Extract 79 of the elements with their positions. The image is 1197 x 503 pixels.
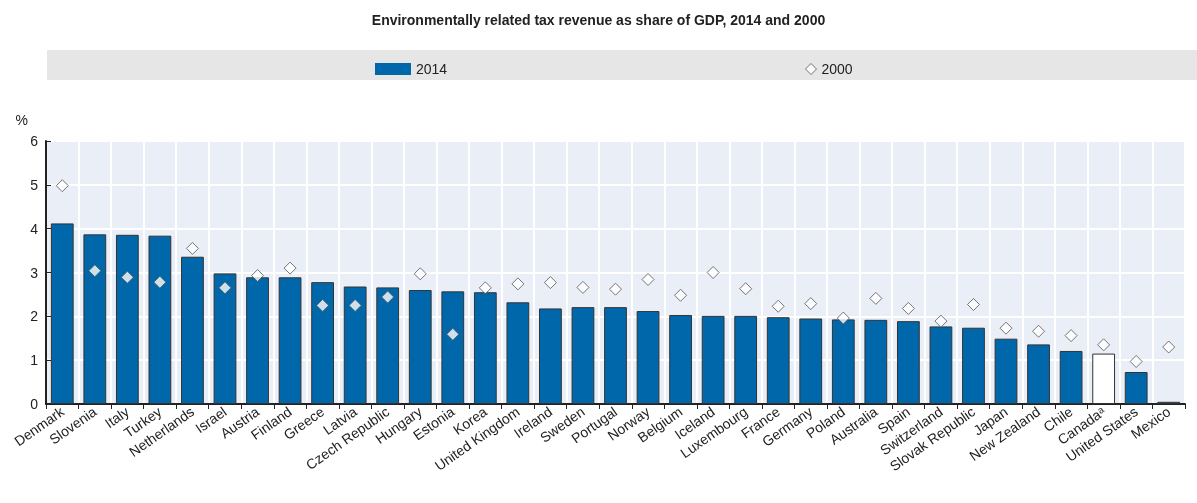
point — [1032, 324, 1046, 338]
bar — [539, 308, 562, 404]
point — [934, 314, 948, 328]
point — [1129, 354, 1143, 368]
point — [706, 266, 720, 279]
point — [153, 275, 167, 289]
bar — [213, 273, 237, 404]
bar — [506, 302, 530, 404]
bar — [408, 290, 432, 404]
y-tick-label: 4 — [30, 220, 39, 237]
point — [739, 282, 753, 296]
point — [120, 270, 134, 284]
bar — [1059, 350, 1083, 404]
legend-label: 2000 — [821, 61, 853, 77]
bar — [994, 338, 1018, 404]
bar — [441, 291, 465, 404]
point — [1162, 340, 1176, 354]
point — [804, 297, 818, 311]
point — [576, 280, 590, 294]
point — [543, 276, 557, 290]
bar — [181, 256, 204, 404]
bar — [929, 326, 953, 404]
bar — [897, 321, 920, 404]
legend-label: 2014 — [416, 61, 448, 77]
y-tick-label: 6 — [30, 133, 39, 149]
y-tick-label: 5 — [30, 176, 39, 193]
y-tick-label: 3 — [30, 264, 39, 281]
bar — [962, 327, 985, 404]
point — [674, 288, 688, 302]
bar — [766, 317, 790, 404]
point — [283, 261, 297, 275]
point — [511, 277, 525, 291]
bar — [246, 277, 269, 404]
point — [771, 299, 785, 313]
chart-title: Environmentally related tax revenue as share of GDP, 2014 and 2000 — [371, 12, 826, 28]
point — [88, 264, 102, 278]
point — [836, 311, 850, 325]
point — [381, 290, 395, 304]
y-tick-label: 0 — [30, 396, 39, 412]
bar — [831, 319, 855, 404]
bar — [701, 315, 725, 404]
y-axis-title: % — [15, 112, 28, 128]
point — [999, 321, 1013, 335]
point — [966, 298, 980, 311]
point — [609, 282, 622, 296]
bar — [669, 315, 692, 404]
bar — [1027, 344, 1050, 404]
point — [1097, 338, 1111, 352]
point — [1064, 329, 1078, 343]
point — [316, 298, 330, 312]
bar — [311, 282, 334, 404]
point — [446, 327, 460, 341]
bar — [604, 307, 627, 404]
point — [641, 273, 655, 287]
bar — [473, 292, 497, 404]
bar — [115, 234, 139, 404]
bar — [636, 311, 660, 404]
bar — [1124, 372, 1148, 404]
point — [901, 301, 915, 315]
bar — [278, 277, 302, 404]
y-tick-label: 2 — [30, 308, 39, 325]
bar — [148, 235, 172, 404]
point — [478, 281, 492, 295]
bar — [734, 315, 758, 404]
bar — [571, 307, 595, 404]
y-tick-label: 1 — [30, 352, 39, 369]
point — [251, 269, 265, 283]
bar — [799, 318, 823, 404]
point — [218, 281, 232, 295]
point — [185, 241, 199, 255]
point — [55, 179, 69, 193]
point — [413, 267, 427, 281]
point — [348, 298, 362, 312]
bar — [50, 223, 74, 404]
bar — [343, 286, 367, 404]
bar — [864, 319, 888, 404]
bar — [376, 287, 400, 404]
point — [869, 291, 883, 305]
bar — [83, 234, 107, 404]
